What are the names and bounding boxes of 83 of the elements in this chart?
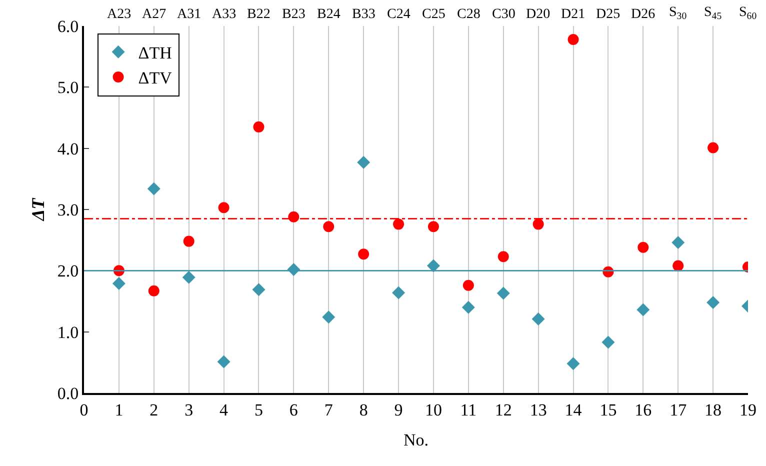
text: B22 [247,7,270,22]
text: A23 [107,7,132,22]
point [532,218,544,230]
x-tick-label: 6 [289,400,298,420]
text: D26 [631,7,656,22]
point [602,336,615,349]
text: A31 [177,7,202,22]
x-tick-label: 2 [150,400,158,420]
text: C24 [387,7,410,22]
y-tick-label: 3.0 [57,200,79,220]
text: B33 [352,7,376,22]
text: B23 [282,7,306,22]
point [392,286,406,300]
text: C25 [422,7,446,22]
text: S$_{30}$ [669,5,687,22]
x-tick-label: 14 [564,400,582,420]
x-tick-label: 4 [220,400,229,420]
text: D20 [526,7,550,22]
legend-label: ΔTH [138,44,172,63]
y-tick-label: 2.0 [57,262,79,281]
point [672,260,684,272]
text: B24 [317,7,340,22]
y-tick-label: 1.0 [57,322,79,342]
point [218,202,230,214]
point [496,286,510,300]
point [217,355,230,368]
point [182,270,196,284]
legend-label: ΔTV [138,68,173,88]
text: D25 [596,7,620,22]
point [636,303,650,316]
point [322,310,336,324]
point [428,221,439,232]
point [323,221,334,232]
point [252,283,266,296]
x-tick-label: 10 [424,400,442,420]
x-tick-label: 0 [80,400,88,420]
y-tick-label: 4.0 [57,139,79,158]
x-axis-title: No. [403,430,429,450]
point [426,259,440,272]
point [112,277,126,290]
point [393,218,404,230]
text: S$_{60}$ [739,5,757,22]
point [288,211,300,222]
text: A33 [212,7,236,22]
point [706,296,720,309]
point [148,285,160,296]
point [498,251,509,262]
point [462,300,475,314]
x-tick-label: 7 [324,400,334,420]
point [358,248,370,260]
point [566,357,580,370]
x-tick-label: 1 [114,400,124,420]
x-tick-label: 19 [740,400,756,420]
text: C30 [492,7,516,22]
x-tick-label: 3 [184,400,194,420]
x-tick-label: 18 [704,400,722,420]
x-tick-label: 12 [494,400,512,420]
x-tick-label: 15 [600,400,617,420]
point [568,34,579,45]
y-tick-label: 6.0 [57,16,79,36]
point [147,182,160,196]
point [183,236,194,247]
x-tick-label: 13 [530,400,547,420]
x-tick-label: 16 [634,400,652,420]
point [253,121,264,132]
y-axis-title: ΔT [28,197,48,222]
point [672,236,685,250]
text: A27 [142,7,166,22]
text: S$_{45}$ [704,5,722,22]
point [532,312,545,326]
point [708,142,719,154]
point [357,156,370,169]
x-tick-label: 9 [394,400,403,420]
x-tick-label: 8 [359,400,368,420]
x-tick-label: 5 [254,400,263,420]
y-tick-label: 0.0 [57,384,79,403]
point [638,242,649,253]
x-tick-label: 17 [670,400,688,420]
text: D21 [561,7,586,22]
point [462,280,474,291]
x-tick-label: 11 [460,400,477,420]
text: C28 [457,7,480,22]
y-tick-label: 5.0 [57,78,79,98]
